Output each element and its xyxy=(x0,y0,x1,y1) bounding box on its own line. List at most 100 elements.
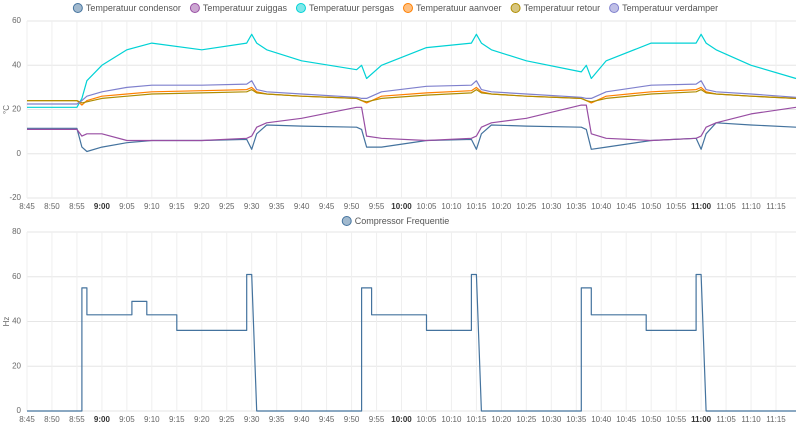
x-tick-label: 11:15 xyxy=(766,415,786,424)
x-tick-label: 9:00 xyxy=(94,202,111,211)
x-tick-label: 9:25 xyxy=(219,415,235,424)
y-tick-label: 20 xyxy=(12,105,21,114)
x-tick-label: 9:30 xyxy=(244,415,260,424)
x-tick-label: 10:30 xyxy=(541,202,562,211)
legend-swatch xyxy=(609,3,620,13)
series-line xyxy=(27,33,797,108)
x-tick-label: 9:55 xyxy=(369,202,385,211)
legend-item: Temperatuur verdamper xyxy=(609,3,718,13)
x-tick-label: 9:25 xyxy=(219,202,235,211)
legend: Temperatuur condensor Temperatuur zuiggas… xyxy=(72,3,718,13)
legend-label: Temperatuur zuiggas xyxy=(203,3,288,13)
legend: Compressor Frequentie xyxy=(341,216,449,226)
legend-item: Temperatuur zuiggas xyxy=(189,3,288,13)
x-tick-label: 10:40 xyxy=(591,202,612,211)
x-tick-label: 10:30 xyxy=(541,415,562,424)
x-tick-label: 10:00 xyxy=(391,415,412,424)
x-tick-label: 11:05 xyxy=(716,202,736,211)
legend-item: Temperatuur condensor xyxy=(72,3,181,13)
legend-item: Temperatuur aanvoer xyxy=(403,3,502,13)
x-tick-label: 9:20 xyxy=(194,202,210,211)
x-tick-label: 8:55 xyxy=(69,415,85,424)
series-line xyxy=(27,80,797,105)
x-tick-label: 8:55 xyxy=(69,202,85,211)
x-tick-label: 10:40 xyxy=(591,415,612,424)
legend-swatch xyxy=(341,216,352,226)
x-tick-label: 9:20 xyxy=(194,415,210,424)
x-tick-label: 10:15 xyxy=(466,202,487,211)
x-tick-label: 10:25 xyxy=(516,415,537,424)
y-tick-label: 40 xyxy=(12,317,21,326)
legend-item: Compressor Frequentie xyxy=(341,216,449,226)
y-axis-label: °C xyxy=(2,105,11,114)
legend-label: Temperatuur retour xyxy=(524,3,601,13)
y-tick-label: 80 xyxy=(12,227,21,236)
x-tick-label: 10:50 xyxy=(641,415,662,424)
x-tick-label: 8:45 xyxy=(19,415,35,424)
x-tick-label: 10:55 xyxy=(666,202,687,211)
x-tick-label: 10:45 xyxy=(616,202,637,211)
x-tick-label: 9:50 xyxy=(344,202,360,211)
x-tick-label: 9:50 xyxy=(344,415,360,424)
legend-swatch xyxy=(72,3,83,13)
x-tick-label: 11:15 xyxy=(766,202,786,211)
series-line xyxy=(27,104,797,142)
y-tick-label: 20 xyxy=(12,361,21,370)
legend-label: Temperatuur persgas xyxy=(309,3,395,13)
y-tick-label: 40 xyxy=(12,60,21,69)
legend-swatch xyxy=(295,3,306,13)
x-tick-label: 9:15 xyxy=(169,415,185,424)
x-tick-label: 10:10 xyxy=(441,202,462,211)
x-tick-label: 11:00 xyxy=(691,202,712,211)
x-tick-label: 9:00 xyxy=(94,415,111,424)
legend-swatch xyxy=(510,3,521,13)
x-tick-label: 10:15 xyxy=(466,415,487,424)
legend-label: Temperatuur aanvoer xyxy=(416,3,502,13)
y-tick-label: -20 xyxy=(9,193,21,202)
x-tick-label: 10:05 xyxy=(416,415,437,424)
x-tick-label: 10:20 xyxy=(491,202,512,211)
y-tick-label: 0 xyxy=(17,406,22,415)
series-line xyxy=(27,122,797,153)
x-tick-label: 9:45 xyxy=(319,415,335,424)
legend-item: Temperatuur retour xyxy=(510,3,601,13)
x-tick-label: 9:30 xyxy=(244,202,260,211)
legend-item: Temperatuur persgas xyxy=(295,3,395,13)
x-tick-label: 11:00 xyxy=(691,415,712,424)
x-tick-label: 8:45 xyxy=(19,202,35,211)
x-tick-label: 10:50 xyxy=(641,202,662,211)
x-tick-label: 9:40 xyxy=(294,202,310,211)
x-tick-label: 9:35 xyxy=(269,202,285,211)
x-tick-label: 9:05 xyxy=(119,202,135,211)
x-tick-label: 10:00 xyxy=(391,202,412,211)
legend-swatch xyxy=(189,3,200,13)
y-tick-label: 60 xyxy=(12,16,21,25)
y-tick-label: 60 xyxy=(12,272,21,281)
x-tick-label: 8:50 xyxy=(44,202,60,211)
x-tick-label: 10:25 xyxy=(516,202,537,211)
x-tick-label: 9:35 xyxy=(269,415,285,424)
x-tick-label: 11:10 xyxy=(741,202,761,211)
series-line xyxy=(27,273,796,412)
x-tick-label: 8:50 xyxy=(44,415,60,424)
x-tick-label: 9:55 xyxy=(369,415,385,424)
series-line xyxy=(27,86,797,106)
y-axis-label: Hz xyxy=(2,317,11,327)
legend-label: Temperatuur condensor xyxy=(86,3,181,13)
x-tick-label: 10:20 xyxy=(491,415,512,424)
y-tick-label: 0 xyxy=(17,149,22,158)
x-tick-label: 11:05 xyxy=(716,415,736,424)
x-tick-label: 9:10 xyxy=(144,202,160,211)
legend-label: Temperatuur verdamper xyxy=(622,3,718,13)
x-tick-label: 10:05 xyxy=(416,202,437,211)
x-tick-label: 9:45 xyxy=(319,202,335,211)
series-line xyxy=(27,89,797,104)
x-tick-label: 10:10 xyxy=(441,415,462,424)
x-tick-label: 9:15 xyxy=(169,202,185,211)
x-tick-label: 10:35 xyxy=(566,415,587,424)
x-tick-label: 9:10 xyxy=(144,415,160,424)
legend-swatch xyxy=(403,3,413,13)
x-tick-label: 11:10 xyxy=(741,415,761,424)
